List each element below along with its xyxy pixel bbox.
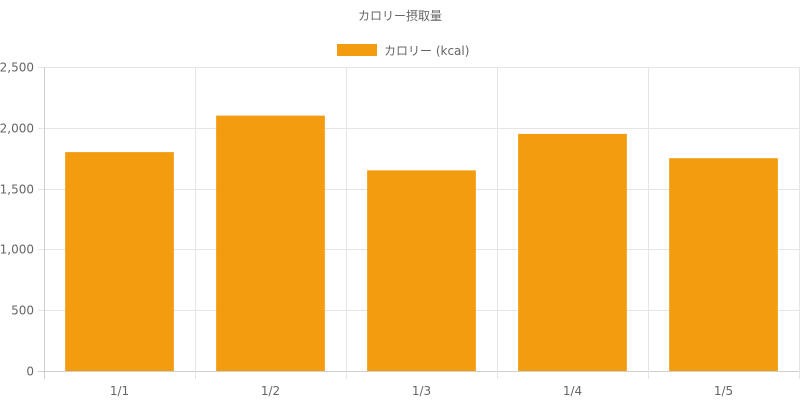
y-tick-label: 2,000 — [0, 122, 34, 136]
x-tick-label: 1/4 — [563, 384, 582, 398]
y-tick-label: 1,500 — [0, 183, 34, 197]
bar-1/4 — [518, 133, 627, 371]
x-tick-label: 1/1 — [110, 384, 129, 398]
y-tick-label: 500 — [11, 304, 34, 318]
bars — [65, 115, 778, 371]
y-tick-label: 0 — [26, 365, 34, 379]
bar-1/5 — [669, 158, 778, 371]
bar-1/2 — [216, 115, 325, 371]
x-tick-label: 1/2 — [261, 384, 280, 398]
bar-1/3 — [367, 170, 476, 371]
x-tick-label: 1/5 — [714, 384, 733, 398]
x-axis: 1/1 1/2 1/3 1/4 1/5 — [110, 384, 733, 398]
y-tick-label: 1,000 — [0, 243, 34, 257]
legend-label: カロリー (kcal) — [384, 44, 469, 58]
chart-title: カロリー摂取量 — [358, 8, 442, 23]
x-tick-label: 1/3 — [412, 384, 431, 398]
legend[interactable]: カロリー (kcal) — [337, 44, 469, 58]
legend-swatch — [337, 44, 377, 56]
y-axis: 0 500 1,000 1,500 2,000 2,500 — [0, 61, 34, 379]
bar-1/1 — [65, 152, 174, 371]
y-tick-label: 2,500 — [0, 61, 34, 75]
